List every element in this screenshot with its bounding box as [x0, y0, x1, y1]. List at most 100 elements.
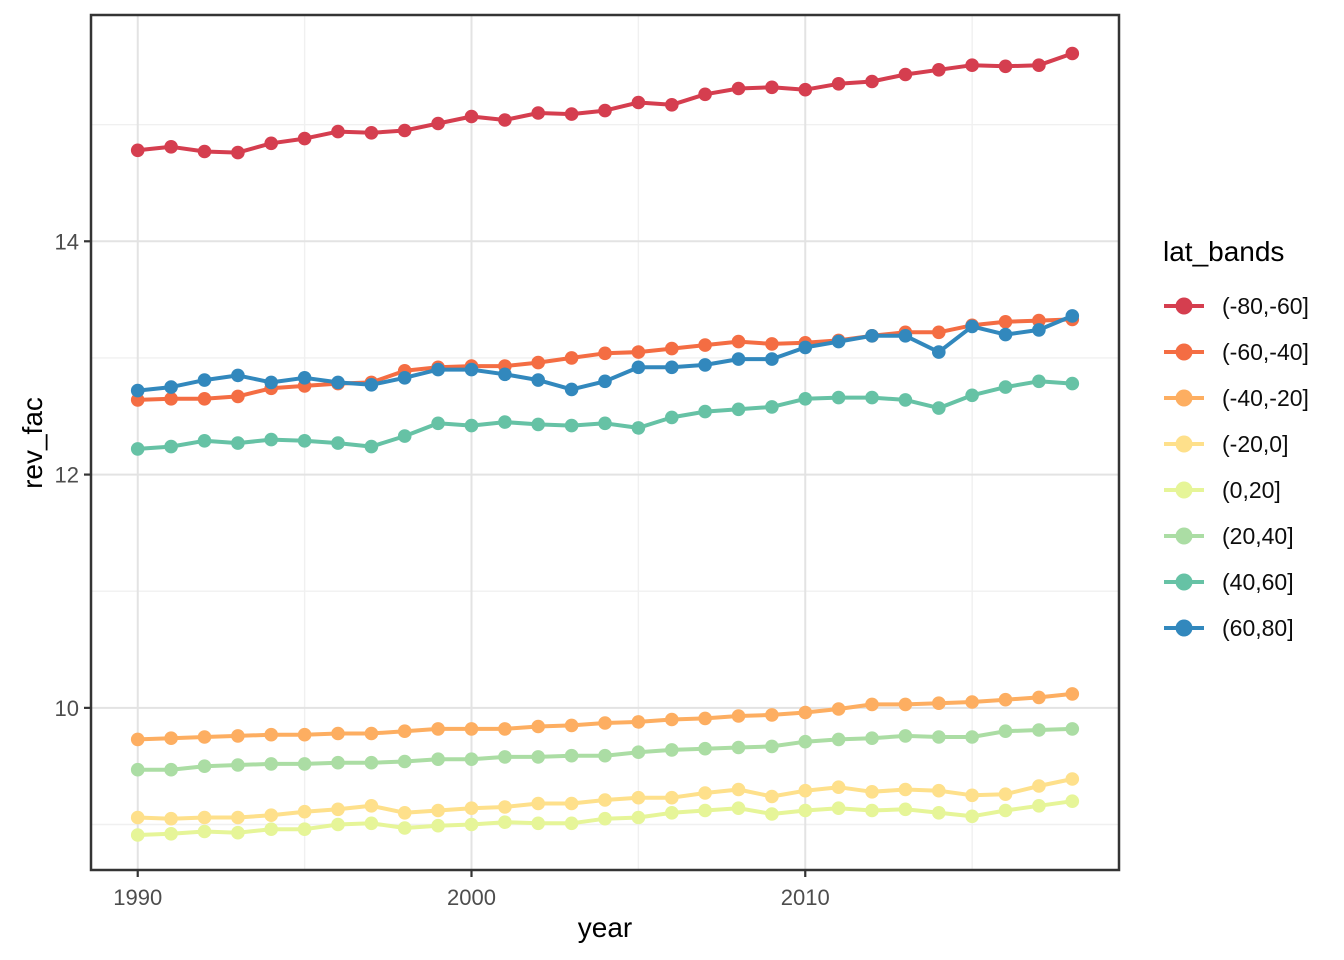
- data-point: [464, 418, 479, 433]
- data-point: [1065, 772, 1080, 786]
- x-tick-label: 2010: [781, 885, 830, 910]
- data-point: [765, 352, 779, 366]
- data-point: [598, 374, 612, 389]
- data-point: [631, 745, 646, 759]
- data-point: [130, 143, 145, 158]
- legend-item: (60,80]: [1163, 605, 1309, 651]
- data-point: [998, 803, 1013, 818]
- data-point: [932, 401, 946, 415]
- data-point: [498, 415, 512, 429]
- data-point: [130, 383, 145, 398]
- data-point: [932, 63, 946, 77]
- data-point: [831, 702, 846, 716]
- data-point: [1065, 687, 1080, 701]
- data-point: [564, 351, 579, 365]
- data-point: [564, 382, 579, 397]
- y-tick-label: 10: [55, 696, 79, 721]
- panel-border: [89, 13, 1121, 872]
- legend-item: (-40,-20]: [1163, 375, 1309, 421]
- data-point: [231, 729, 245, 743]
- data-point: [130, 828, 145, 842]
- data-point: [231, 758, 245, 772]
- data-point: [130, 732, 145, 747]
- data-point: [1032, 723, 1046, 737]
- data-point: [197, 810, 212, 825]
- data-point: [798, 705, 813, 720]
- legend-key-point: [1175, 297, 1193, 315]
- data-point: [1065, 722, 1080, 736]
- legend-item-label: (60,80]: [1222, 614, 1294, 641]
- data-point: [932, 730, 946, 744]
- data-point: [331, 817, 345, 832]
- data-point: [130, 393, 145, 407]
- data-point: [731, 81, 746, 96]
- legend-item-label: (-60,-40]: [1222, 338, 1309, 365]
- data-point: [698, 87, 712, 102]
- x-tick-label: 1990: [113, 885, 162, 910]
- y-tick-label: 14: [55, 229, 79, 254]
- data-point: [965, 730, 979, 744]
- data-point: [665, 743, 679, 757]
- data-point: [164, 392, 178, 406]
- data-point: [765, 337, 779, 351]
- data-point: [998, 692, 1013, 707]
- data-point: [1032, 374, 1046, 389]
- data-point: [932, 325, 946, 340]
- data-point: [264, 757, 279, 771]
- legend-item-label: (20,40]: [1222, 522, 1294, 549]
- legend-item: (-20,0]: [1163, 421, 1309, 467]
- x-tick-label: 2000: [447, 885, 496, 910]
- data-point: [631, 715, 646, 729]
- legend-key-icon: [1164, 389, 1204, 407]
- data-point: [665, 360, 679, 375]
- data-point: [765, 789, 779, 804]
- data-point: [598, 716, 612, 730]
- data-point: [397, 429, 412, 443]
- data-point: [932, 783, 946, 798]
- data-point: [431, 818, 445, 833]
- data-point: [364, 378, 379, 392]
- data-point: [297, 757, 312, 771]
- legend-item-label: (-20,0]: [1222, 430, 1289, 457]
- data-point: [998, 787, 1013, 801]
- data-point: [831, 390, 846, 405]
- data-point: [164, 731, 178, 745]
- data-point: [197, 730, 212, 744]
- data-point: [798, 392, 813, 406]
- data-point: [798, 803, 813, 818]
- data-point: [564, 418, 579, 433]
- legend-item: (20,40]: [1163, 513, 1309, 559]
- data-point: [564, 718, 579, 733]
- data-point: [998, 59, 1013, 74]
- legend-key-point: [1175, 343, 1193, 361]
- data-point: [297, 822, 312, 836]
- data-point: [932, 345, 946, 359]
- legend-key-icon: [1164, 481, 1204, 499]
- data-point: [665, 98, 679, 112]
- data-point: [831, 801, 846, 815]
- data-point: [464, 362, 479, 377]
- data-point: [564, 796, 579, 811]
- data-point: [665, 790, 679, 805]
- data-point: [231, 145, 245, 160]
- data-point: [397, 806, 412, 820]
- data-point: [531, 796, 545, 811]
- data-point: [898, 393, 913, 407]
- legend-item-label: (0,20]: [1222, 476, 1281, 503]
- data-point: [197, 392, 212, 406]
- data-point: [998, 724, 1013, 738]
- data-point: [264, 136, 279, 151]
- data-point: [798, 783, 813, 798]
- data-point: [197, 434, 212, 448]
- data-point: [598, 811, 612, 826]
- data-point: [231, 436, 245, 450]
- data-point: [932, 806, 946, 820]
- data-point: [531, 816, 545, 831]
- data-point: [798, 340, 813, 355]
- data-point: [331, 124, 345, 139]
- data-point: [130, 442, 145, 456]
- data-point: [331, 755, 345, 770]
- legend: lat_bands (-80,-60] (-60,-40] (-40,-20] (-2…: [1163, 236, 1309, 651]
- data-point: [631, 790, 646, 805]
